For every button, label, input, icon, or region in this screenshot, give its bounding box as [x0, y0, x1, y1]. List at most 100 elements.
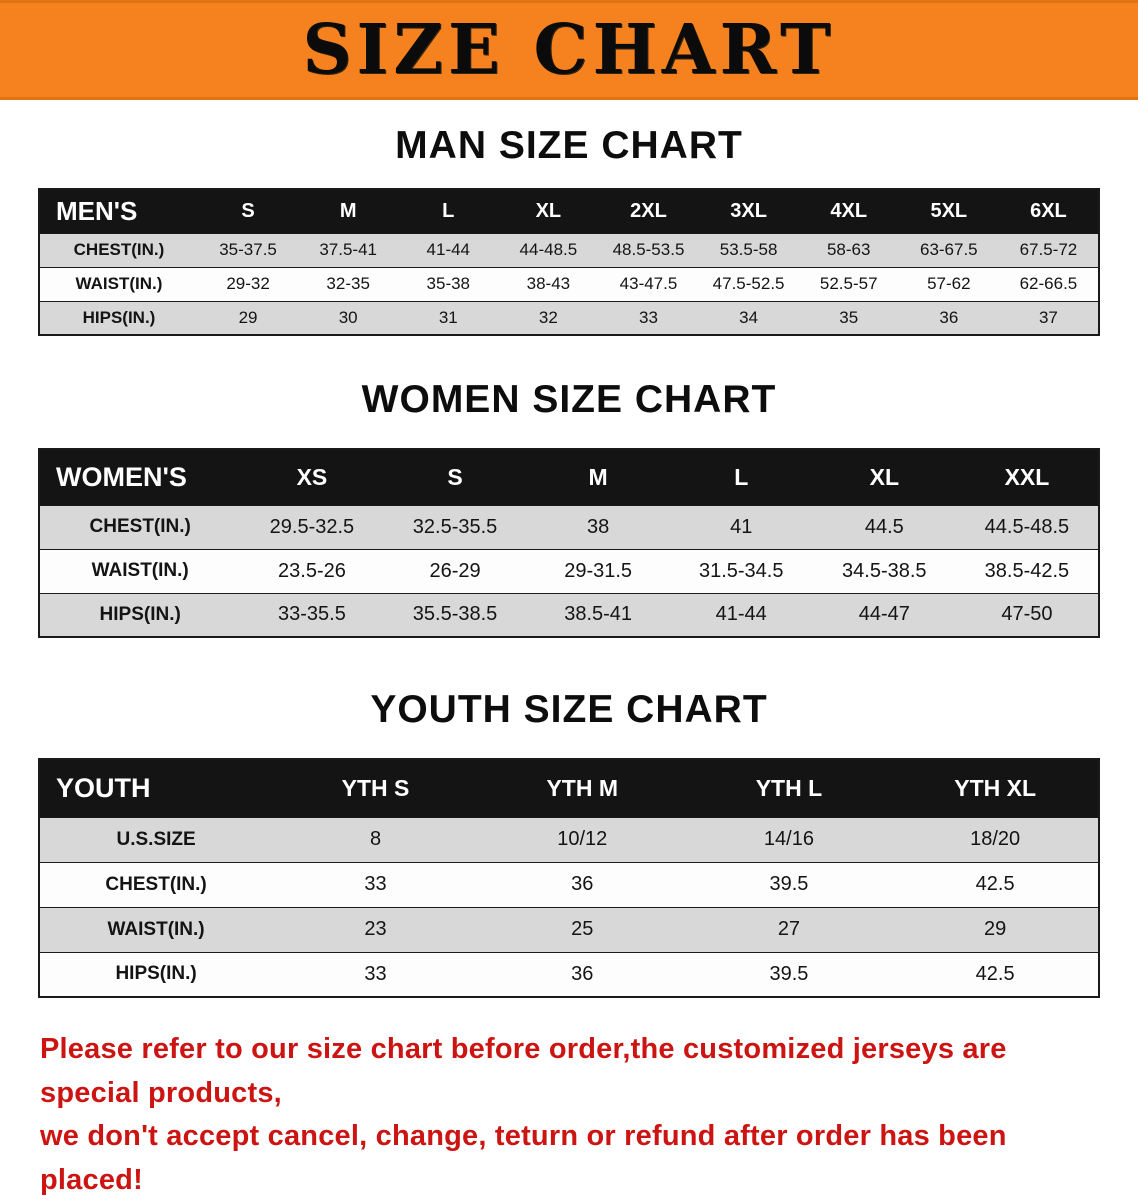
- value-cell: 37.5-41: [319, 240, 377, 259]
- value-cell: 33: [364, 962, 387, 985]
- value-cell: 30: [338, 307, 358, 327]
- value-cell: 44-47: [858, 603, 910, 626]
- youth-table-wrap: YOUTH YTH S YTH M YTH L YTH XL U.S.SIZE 8 10/12…: [0, 758, 1138, 998]
- banner-title: SIZE CHART: [302, 10, 836, 90]
- value-cell: 29-32: [226, 274, 270, 293]
- banner: SIZE CHART: [0, 0, 1138, 100]
- value-cell: 34: [739, 307, 759, 327]
- value-cell: 35-38: [426, 274, 471, 293]
- value-cell: 47.5-52.5: [712, 274, 785, 293]
- row-label: U.S.SIZE: [116, 828, 196, 850]
- table-corner-label: YOUTH: [39, 759, 273, 817]
- value-cell: 27: [777, 918, 801, 940]
- size-column-header: XL: [498, 189, 599, 233]
- size-column-header: YTH S: [272, 759, 479, 817]
- row-label: HIPS(IN.): [82, 307, 156, 327]
- table-row: CHEST(IN.) 29.5-32.5 32.5-35.5 38 41 44.5 44.5…: [39, 505, 1099, 549]
- youth-size-table: YOUTH YTH S YTH M YTH L YTH XL U.S.SIZE 8 10/12…: [38, 758, 1100, 998]
- value-cell: 14/16: [763, 828, 814, 850]
- size-column-header: YTH M: [478, 759, 686, 817]
- value-cell: 38.5-42.5: [984, 559, 1070, 582]
- value-cell: 32.5-35.5: [412, 515, 498, 538]
- value-cell: 43-47.5: [619, 274, 678, 293]
- value-cell: 38.5-41: [564, 603, 633, 626]
- value-cell: 41: [730, 515, 753, 538]
- table-row: HIPS(IN.) 33-35.5 35.5-38.5 38.5-41 41-44 44-…: [39, 593, 1099, 637]
- value-cell: 53.5-58: [719, 240, 778, 259]
- value-cell: 44.5-48.5: [984, 515, 1070, 538]
- size-column-header: L: [398, 189, 499, 233]
- women-section-heading: WOMEN SIZE CHART: [361, 378, 777, 421]
- men-section-heading: MAN SIZE CHART: [395, 124, 743, 167]
- value-cell: 31.5-34.5: [698, 559, 784, 582]
- row-label: HIPS(IN.): [99, 603, 181, 625]
- value-cell: 58-63: [826, 240, 871, 259]
- disclaimer-line-1: Please refer to our size chart before or…: [40, 1033, 1007, 1109]
- value-cell: 37: [1038, 307, 1058, 327]
- women-table-wrap: WOMEN'S XS S M L XL XXL CHEST(IN.) 29.5-32.5 32.5…: [0, 448, 1138, 638]
- size-charts: MAN SIZE CHART MEN'S S M L XL 2XL 3XL 4XL 5XL 6XL…: [0, 124, 1138, 998]
- value-cell: 44-48.5: [519, 240, 578, 259]
- value-cell: 35.5-38.5: [412, 603, 498, 626]
- table-header-row: YOUTH YTH S YTH M YTH L YTH XL: [39, 759, 1099, 817]
- value-cell: 38: [587, 515, 610, 538]
- value-cell: 33-35.5: [278, 603, 346, 626]
- value-cell: 29.5-32.5: [269, 515, 355, 538]
- men-table-wrap: MEN'S S M L XL 2XL 3XL 4XL 5XL 6XL CHEST(IN.) 35-37…: [0, 188, 1138, 336]
- size-column-header: 4XL: [798, 189, 899, 233]
- youth-size-section: YOUTH SIZE CHART YOUTH YTH S YTH M YTH L YTH…: [0, 688, 1138, 998]
- women-size-section: WOMEN SIZE CHART WOMEN'S XS S M L XL XXL CHEST(…: [0, 378, 1138, 638]
- value-cell: 42.5: [975, 962, 1015, 985]
- table-row: WAIST(IN.) 29-32 32-35 35-38 38-43 43-47.5 47.…: [39, 267, 1099, 301]
- value-cell: 52.5-57: [819, 274, 878, 293]
- table-row: CHEST(IN.) 35-37.5 37.5-41 41-44 44-48.5 48.5…: [39, 233, 1099, 267]
- value-cell: 63-67.5: [919, 240, 978, 259]
- value-cell: 38-43: [526, 274, 571, 293]
- value-cell: 31: [438, 307, 458, 327]
- table-header-row: WOMEN'S XS S M L XL XXL: [39, 449, 1099, 505]
- size-column-header: YTH L: [685, 759, 893, 817]
- row-label: HIPS(IN.): [115, 963, 197, 985]
- men-size-table: MEN'S S M L XL 2XL 3XL 4XL 5XL 6XL CHEST(IN.) 35-37…: [38, 188, 1100, 336]
- size-column-header: M: [526, 449, 670, 505]
- youth-section-heading: YOUTH SIZE CHART: [370, 688, 768, 731]
- table-row: WAIST(IN.) 23.5-26 26-29 29-31.5 31.5-34.5 34…: [39, 549, 1099, 593]
- value-cell: 36: [571, 873, 594, 895]
- size-column-header: XL: [812, 449, 956, 505]
- value-cell: 42.5: [975, 873, 1015, 895]
- value-cell: 25: [571, 918, 594, 940]
- value-cell: 44.5: [864, 515, 904, 538]
- value-cell: 29: [238, 307, 258, 327]
- size-column-header: M: [298, 189, 399, 233]
- value-cell: 34.5-38.5: [842, 559, 927, 582]
- value-cell: 29-31.5: [564, 559, 633, 582]
- size-column-header: XXL: [955, 449, 1099, 505]
- value-cell: 36: [571, 962, 594, 985]
- women-size-table: WOMEN'S XS S M L XL XXL CHEST(IN.) 29.5-32.5 32.5…: [38, 448, 1100, 638]
- table-header-row: MEN'S S M L XL 2XL 3XL 4XL 5XL 6XL: [39, 189, 1099, 233]
- table-row: U.S.SIZE 8 10/12 14/16 18/20: [39, 817, 1099, 862]
- row-label: WAIST(IN.): [107, 918, 205, 940]
- size-column-header: S: [383, 449, 527, 505]
- value-cell: 18/20: [970, 828, 1021, 850]
- disclaimer-line-2: we don't accept cancel, change, teturn o…: [40, 1120, 1007, 1196]
- value-cell: 47-50: [1001, 603, 1053, 626]
- row-label: WAIST(IN.): [91, 560, 189, 581]
- size-column-header: S: [198, 189, 299, 233]
- table-row: WAIST(IN.) 23 25 27 29: [39, 907, 1099, 952]
- value-cell: 57-62: [927, 274, 971, 293]
- table-row: HIPS(IN.) 33 36 39.5 42.5: [39, 952, 1099, 997]
- value-cell: 33: [639, 307, 658, 327]
- table-corner-label: MEN'S: [39, 189, 198, 233]
- row-label: CHEST(IN.): [89, 516, 191, 537]
- size-column-header: 2XL: [598, 189, 699, 233]
- size-column-header: 5XL: [898, 189, 999, 233]
- table-row: CHEST(IN.) 33 36 39.5 42.5: [39, 862, 1099, 907]
- value-cell: 62-66.5: [1019, 274, 1078, 293]
- value-cell: 35: [839, 307, 859, 327]
- value-cell: 39.5: [769, 962, 809, 985]
- size-column-header: YTH XL: [892, 759, 1099, 817]
- value-cell: 33: [364, 873, 387, 895]
- value-cell: 39.5: [769, 873, 809, 895]
